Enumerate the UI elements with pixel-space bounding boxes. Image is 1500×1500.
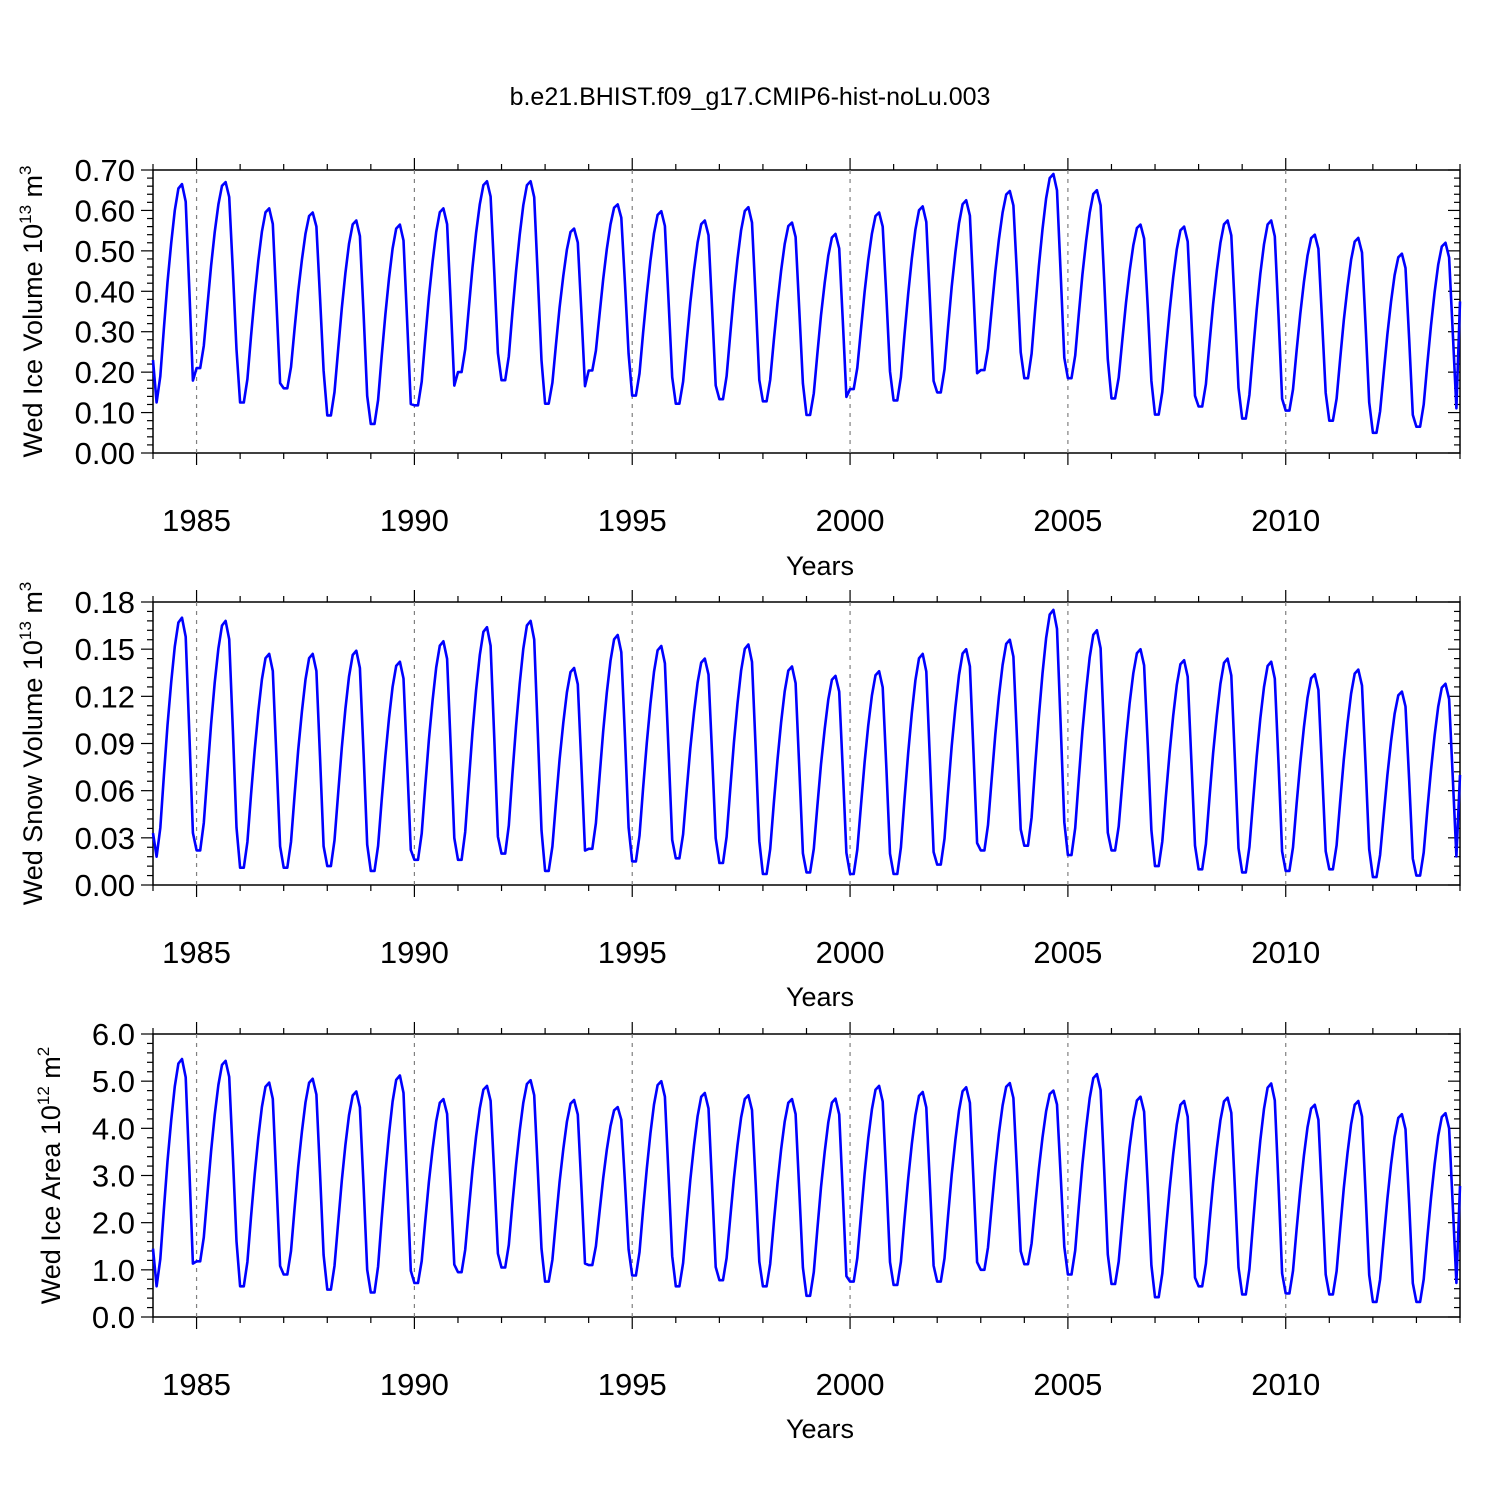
y-tick-label: 5.0 [92, 1064, 135, 1099]
y-tick-label: 3.0 [92, 1159, 135, 1194]
y-axis-label: Wed Ice Area 1012 m2 [34, 1047, 66, 1305]
y-tick-label: 0.09 [75, 727, 135, 762]
y-tick-label: 0.00 [75, 868, 135, 903]
x-tick-label: 2010 [1251, 935, 1320, 970]
ticks [141, 590, 1461, 897]
y-tick-labels: 0.00 0.10 0.20 0.30 0.40 0.50 0.60 0.70 [75, 153, 135, 471]
y-tick-label: 0.10 [75, 396, 135, 431]
y-tick-label: 0.30 [75, 315, 135, 350]
y-tick-label: 0.15 [75, 632, 135, 667]
panel-snow-volume: 0.00 0.03 0.06 0.09 0.12 0.15 0.18 1985 1990 199… [16, 582, 1462, 1012]
x-tick-label: 2010 [1251, 1367, 1320, 1402]
y-axis-label: Wed Ice Volume 1013 m3 [16, 165, 48, 457]
y-tick-labels: 0.00 0.03 0.06 0.09 0.12 0.15 0.18 [75, 585, 135, 903]
x-tick-label: 2005 [1033, 503, 1102, 538]
y-tick-label: 0.40 [75, 274, 135, 309]
series-line-ice-volume [151, 172, 1462, 435]
x-tick-label: 1990 [380, 503, 449, 538]
y-tick-labels: 0.0 1.0 2.0 3.0 4.0 5.0 6.0 [92, 1017, 135, 1335]
figure-title: b.e21.BHIST.f09_g17.CMIP6-hist-noLu.003 [510, 83, 991, 111]
x-tick-label: 2010 [1251, 503, 1320, 538]
y-tick-label: 0.18 [75, 585, 135, 620]
x-tick-label: 2005 [1033, 1367, 1102, 1402]
ticks [141, 1022, 1461, 1329]
x-tick-label: 2000 [816, 935, 885, 970]
y-tick-label: 0.20 [75, 355, 135, 390]
panel-ice-area: 0.0 1.0 2.0 3.0 4.0 5.0 6.0 1985 1990 1995 2000 20… [34, 1017, 1462, 1444]
x-axis-label: Years [786, 551, 854, 581]
grid-lines [195, 170, 1287, 453]
x-tick-label: 1995 [598, 503, 667, 538]
y-tick-label: 0.06 [75, 774, 135, 809]
y-tick-label: 2.0 [92, 1206, 135, 1241]
series-line-ice-area [151, 1057, 1462, 1304]
x-tick-labels: 1985 1990 1995 2000 2005 2010 [162, 1367, 1320, 1402]
y-tick-label: 0.60 [75, 193, 135, 228]
x-tick-label: 2005 [1033, 935, 1102, 970]
y-tick-label: 4.0 [92, 1111, 135, 1146]
x-tick-label: 1985 [162, 1367, 231, 1402]
x-tick-label: 1995 [598, 935, 667, 970]
y-tick-label: 0.00 [75, 436, 135, 471]
y-tick-label: 0.03 [75, 821, 135, 856]
x-tick-labels: 1985 1990 1995 2000 2005 2010 [162, 935, 1320, 970]
panel-ice-volume: 0.00 0.10 0.20 0.30 0.40 0.50 0.60 0.70 1985 199… [16, 153, 1462, 581]
grid-lines [195, 602, 1287, 885]
y-axis-label: Wed Snow Volume 1013 m3 [16, 582, 48, 906]
y-tick-label: 0.70 [75, 153, 135, 188]
y-tick-label: 1.0 [92, 1253, 135, 1288]
x-tick-label: 1990 [380, 935, 449, 970]
x-axis-label: Years [786, 1414, 854, 1444]
y-tick-label: 0.50 [75, 234, 135, 269]
grid-lines [195, 1034, 1287, 1317]
x-tick-label: 2000 [816, 1367, 885, 1402]
x-tick-label: 1990 [380, 1367, 449, 1402]
x-tick-label: 1985 [162, 935, 231, 970]
y-tick-label: 0.0 [92, 1300, 135, 1335]
x-tick-label: 1995 [598, 1367, 667, 1402]
x-tick-label: 2000 [816, 503, 885, 538]
x-axis-label: Years [786, 982, 854, 1012]
series-line-snow-volume [151, 608, 1462, 879]
y-tick-label: 6.0 [92, 1017, 135, 1052]
x-tick-label: 1985 [162, 503, 231, 538]
x-tick-labels: 1985 1990 1995 2000 2005 2010 [162, 503, 1320, 538]
y-tick-label: 0.12 [75, 679, 135, 714]
plot-frame [152, 1033, 1461, 1318]
plot-frame [152, 601, 1461, 886]
